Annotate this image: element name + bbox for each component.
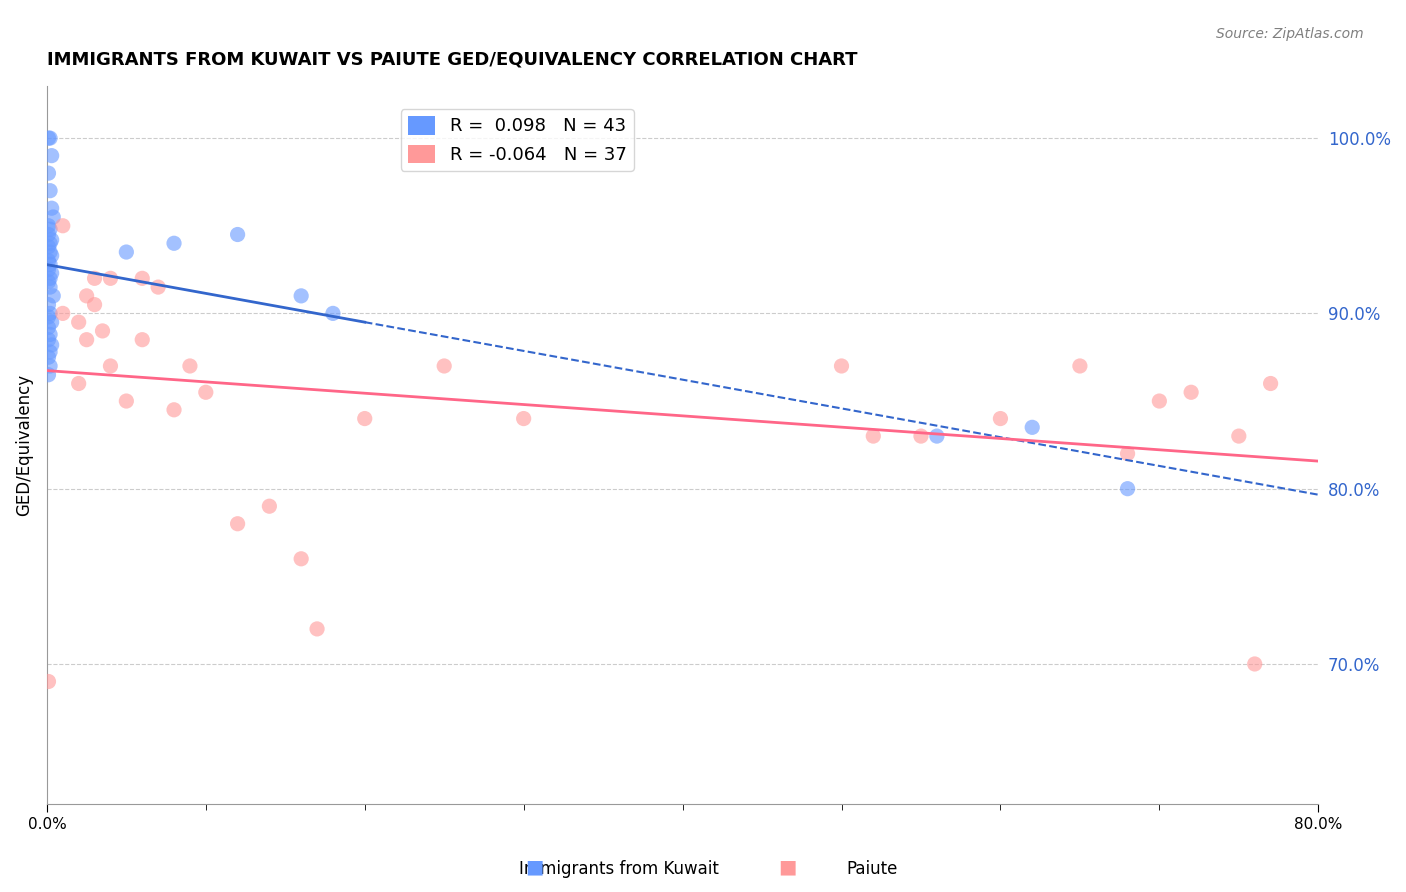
Point	[83, 271, 105, 285]
Point	[1260, 376, 1282, 391]
Point	[1149, 394, 1171, 409]
Point	[290, 289, 312, 303]
Point	[1069, 359, 1091, 373]
Point	[163, 236, 186, 251]
Text: IMMIGRANTS FROM KUWAIT VS PAIUTE GED/EQUIVALENCY CORRELATION CHART: IMMIGRANTS FROM KUWAIT VS PAIUTE GED/EQU…	[46, 51, 858, 69]
Point	[39, 345, 62, 359]
Point	[131, 333, 153, 347]
Point	[39, 222, 62, 236]
Point	[115, 245, 138, 260]
Point	[1116, 482, 1139, 496]
Point	[37, 320, 59, 334]
Point	[67, 315, 90, 329]
Point	[163, 402, 186, 417]
Point	[91, 324, 114, 338]
Point	[83, 298, 105, 312]
Point	[39, 327, 62, 342]
Point	[179, 359, 201, 373]
Point	[41, 248, 63, 262]
Point	[37, 227, 59, 242]
Point	[37, 219, 59, 233]
Point	[39, 280, 62, 294]
Point	[1116, 447, 1139, 461]
Point	[37, 333, 59, 347]
Text: ■: ■	[778, 857, 797, 876]
Point	[146, 280, 169, 294]
Point	[862, 429, 884, 443]
Point	[67, 376, 90, 391]
Point	[226, 516, 249, 531]
Point	[100, 271, 122, 285]
Text: ■: ■	[524, 857, 544, 876]
Point	[1243, 657, 1265, 671]
Point	[259, 500, 281, 514]
Point	[39, 184, 62, 198]
Point	[433, 359, 456, 373]
Point	[1180, 385, 1202, 400]
Point	[41, 338, 63, 352]
Point	[41, 233, 63, 247]
Point	[39, 306, 62, 320]
Point	[37, 275, 59, 289]
Text: Source: ZipAtlas.com: Source: ZipAtlas.com	[1216, 27, 1364, 41]
Point	[831, 359, 853, 373]
Point	[41, 315, 63, 329]
Point	[322, 306, 344, 320]
Point	[131, 271, 153, 285]
Point	[1227, 429, 1250, 443]
Point	[194, 385, 217, 400]
Text: Immigrants from Kuwait: Immigrants from Kuwait	[519, 860, 718, 878]
Point	[910, 429, 932, 443]
Point	[52, 306, 75, 320]
Point	[37, 350, 59, 364]
Point	[41, 266, 63, 280]
Point	[37, 253, 59, 268]
Point	[42, 210, 65, 224]
Point	[76, 289, 98, 303]
Point	[41, 148, 63, 162]
Point	[115, 394, 138, 409]
Point	[37, 310, 59, 324]
Point	[39, 359, 62, 373]
Point	[37, 298, 59, 312]
Point	[1021, 420, 1043, 434]
Point	[925, 429, 948, 443]
Point	[39, 131, 62, 145]
Point	[37, 262, 59, 277]
Point	[41, 201, 63, 215]
Legend: R =  0.098   N = 43, R = -0.064   N = 37: R = 0.098 N = 43, R = -0.064 N = 37	[401, 109, 634, 171]
Point	[76, 333, 98, 347]
Point	[37, 368, 59, 382]
Y-axis label: GED/Equivalency: GED/Equivalency	[15, 374, 32, 516]
Point	[42, 289, 65, 303]
Point	[39, 236, 62, 251]
Point	[37, 131, 59, 145]
Point	[353, 411, 375, 425]
Point	[37, 240, 59, 254]
Text: Paiute: Paiute	[846, 860, 897, 878]
Point	[307, 622, 329, 636]
Point	[512, 411, 534, 425]
Point	[990, 411, 1012, 425]
Point	[39, 271, 62, 285]
Point	[100, 359, 122, 373]
Point	[226, 227, 249, 242]
Point	[37, 674, 59, 689]
Point	[52, 219, 75, 233]
Point	[39, 245, 62, 260]
Point	[290, 551, 312, 566]
Point	[37, 166, 59, 180]
Point	[39, 257, 62, 271]
